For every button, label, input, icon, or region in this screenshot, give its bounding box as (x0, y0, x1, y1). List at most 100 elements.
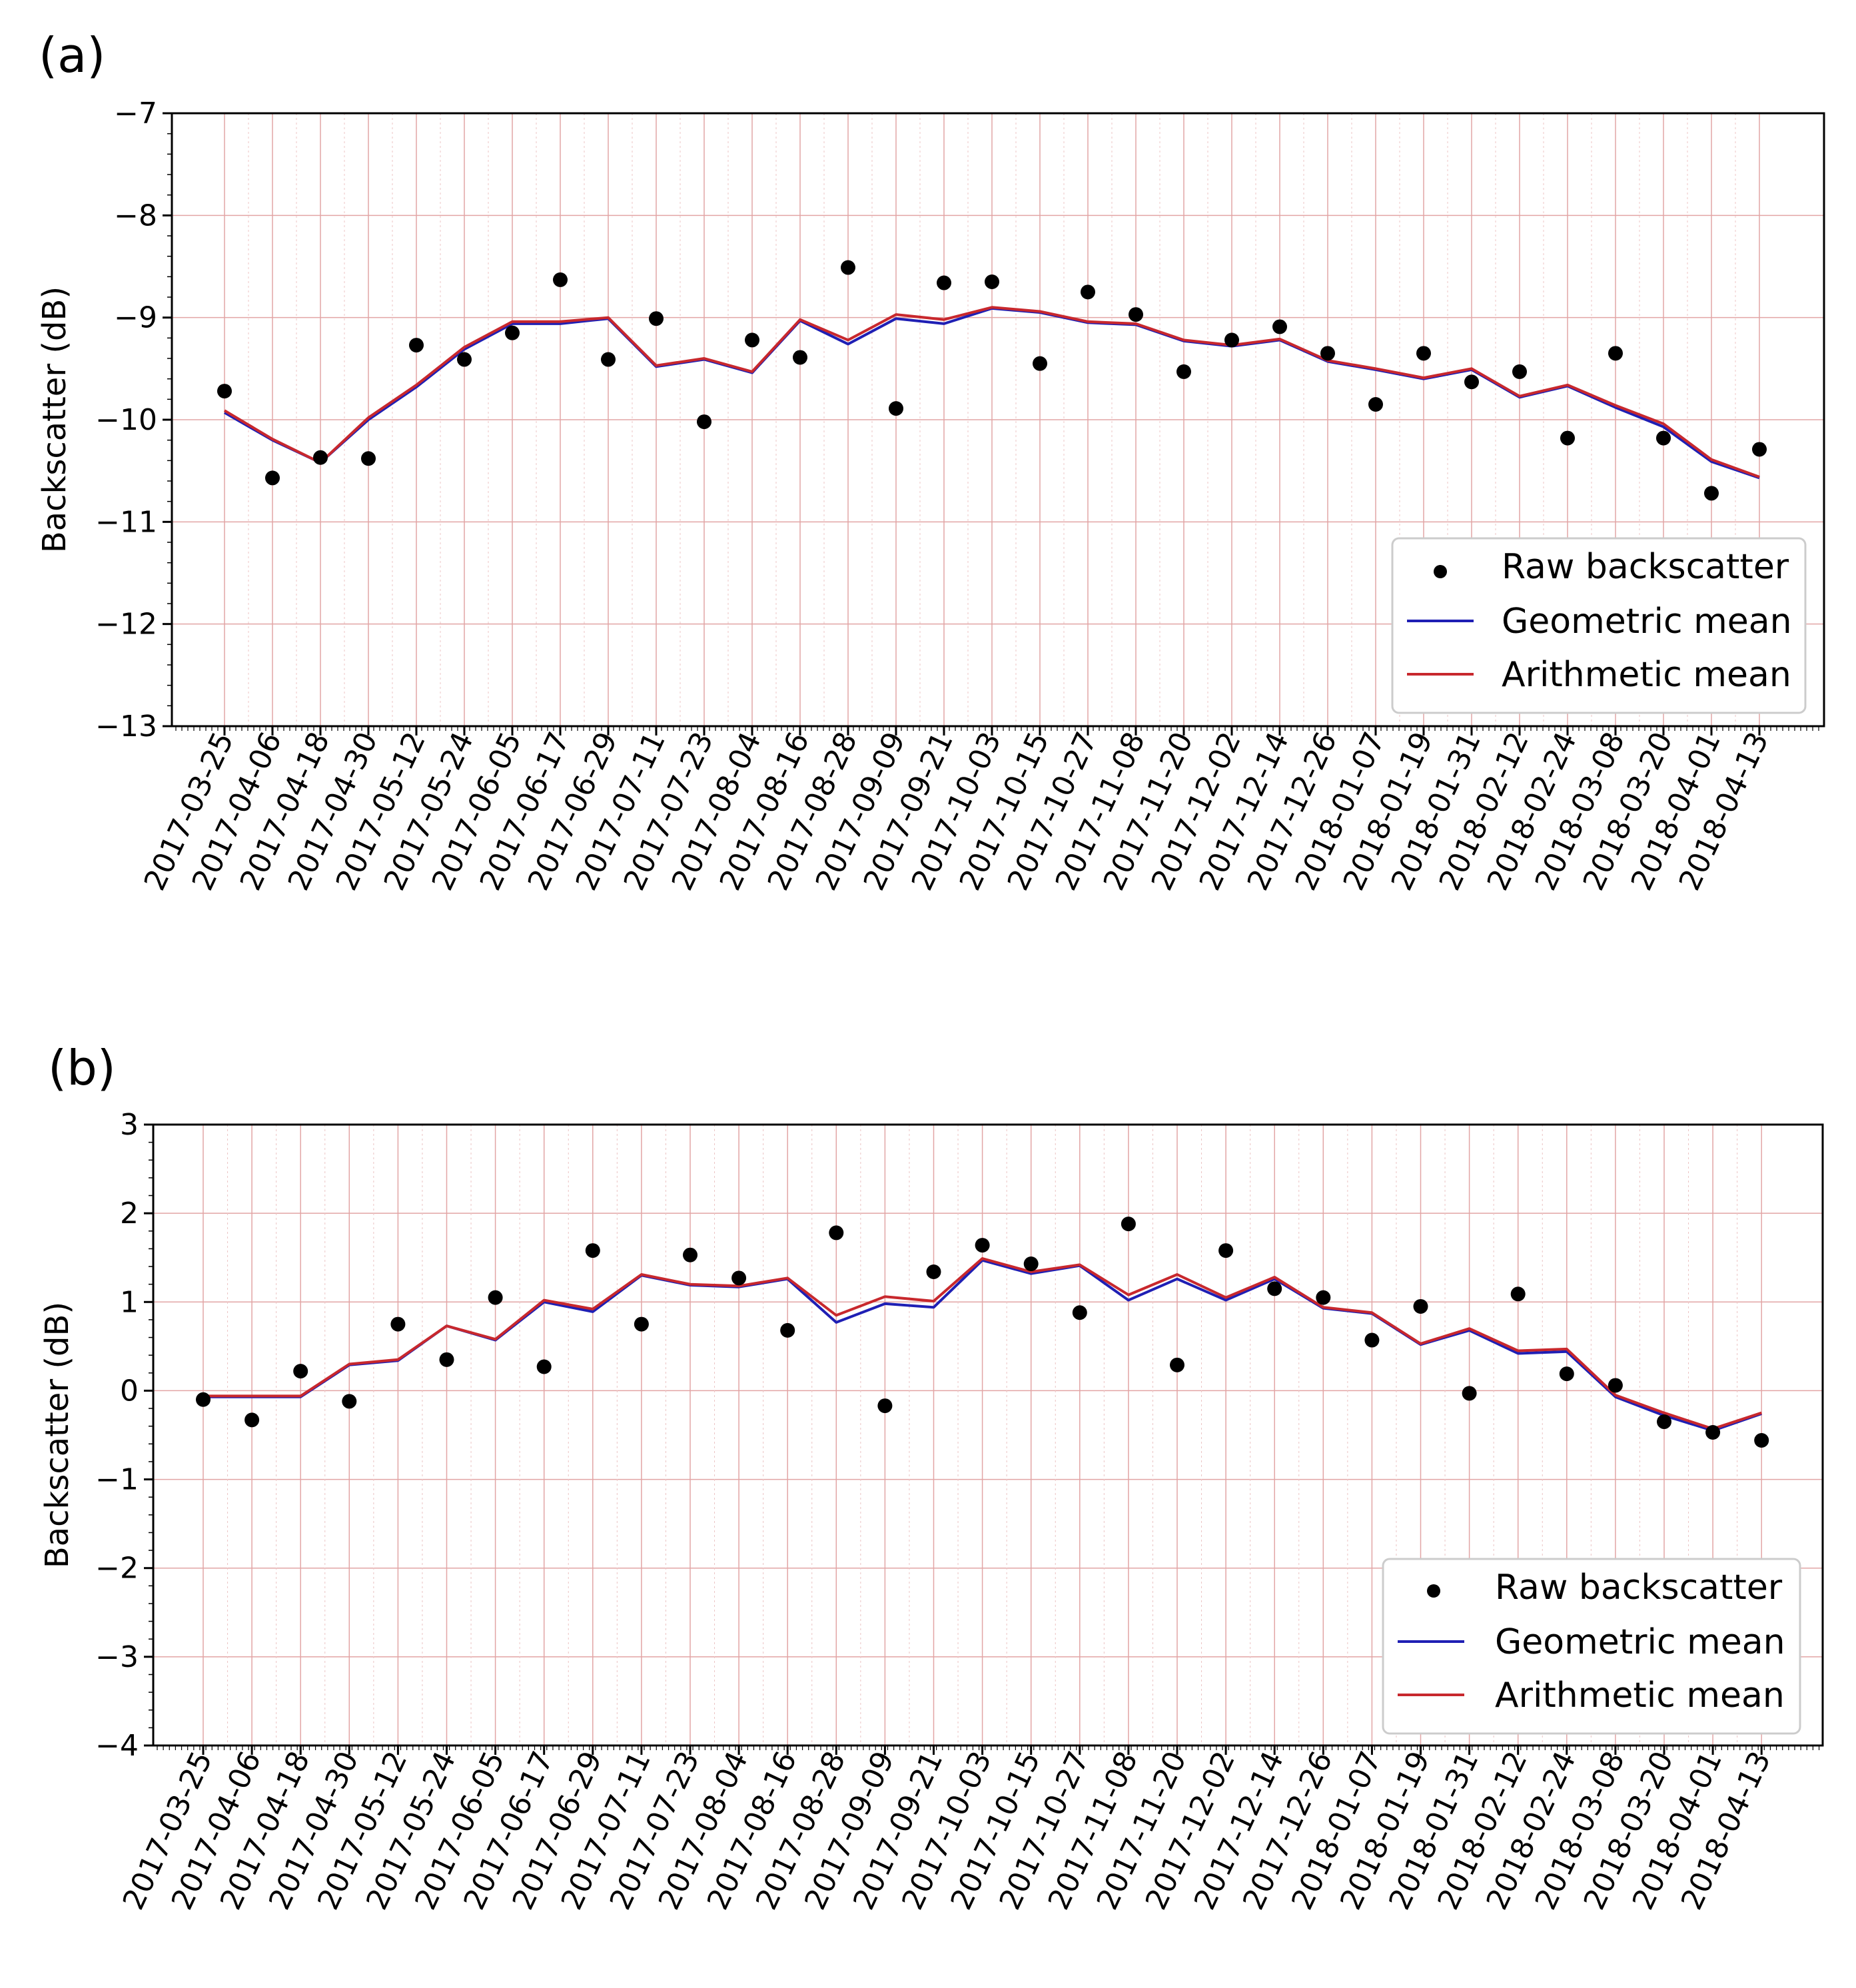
raw-backscatter-point (342, 1394, 357, 1409)
panel-label-a: (a) (39, 27, 105, 83)
raw-backscatter-point (1218, 1243, 1234, 1258)
raw-backscatter-point (1560, 430, 1575, 446)
raw-backscatter-point (293, 1364, 308, 1379)
raw-backscatter-point (1657, 1414, 1671, 1430)
legend-marker-raw-b (1427, 1584, 1440, 1598)
raw-backscatter-point (1559, 1366, 1574, 1382)
y-tick-label: −9 (114, 301, 157, 335)
y-tick-label: −2 (95, 1552, 139, 1586)
y-tick-label: 1 (120, 1285, 139, 1319)
raw-backscatter-point (937, 275, 951, 290)
raw-backscatter-point (505, 325, 520, 340)
raw-backscatter-point (601, 352, 616, 367)
raw-backscatter-point (926, 1264, 941, 1280)
raw-backscatter-point (553, 272, 568, 287)
legend-label-geometric-a: Geometric mean (1502, 602, 1792, 642)
legend-box-a (1391, 537, 1807, 714)
y-tick-label: 2 (120, 1197, 139, 1231)
raw-backscatter-point (634, 1316, 649, 1332)
panel-label-b: (b) (48, 1040, 116, 1096)
legend-label-raw-a: Raw backscatter (1502, 547, 1789, 587)
raw-backscatter-point (1413, 1298, 1428, 1314)
raw-backscatter-point (1033, 356, 1047, 371)
raw-backscatter-point (1368, 397, 1383, 412)
raw-backscatter-point (1364, 1332, 1380, 1348)
raw-backscatter-point (1129, 307, 1143, 322)
legend-label-arithmetic-b: Arithmetic mean (1495, 1676, 1785, 1716)
raw-backscatter-point (488, 1290, 503, 1305)
raw-backscatter-point (1072, 1305, 1087, 1320)
raw-backscatter-point (1224, 332, 1239, 348)
plot-frame-b (152, 1123, 1824, 1747)
raw-backscatter-point (877, 1398, 893, 1414)
y-tick-label: 3 (120, 1108, 139, 1142)
raw-backscatter-point (409, 338, 424, 353)
series-layer-b (196, 1217, 1769, 1448)
raw-backscatter-point (217, 384, 232, 399)
raw-backscatter-point (1754, 1432, 1769, 1448)
raw-backscatter-point (457, 352, 472, 367)
raw-backscatter-point (985, 274, 999, 289)
legend-label-raw-b: Raw backscatter (1495, 1568, 1783, 1608)
raw-backscatter-point (536, 1359, 552, 1374)
series-line-arithmetic-mean (203, 1257, 1762, 1430)
raw-backscatter-point (793, 350, 807, 365)
raw-backscatter-point (1176, 364, 1191, 379)
raw-backscatter-point (975, 1238, 990, 1253)
y-tick-label: −7 (114, 97, 157, 131)
y-tick-label: −11 (95, 505, 157, 539)
y-axis-a: −7 −8 −9 −10 −11 −12 −13 (95, 97, 172, 744)
legend-label-geometric-b: Geometric mean (1495, 1622, 1785, 1662)
raw-backscatter-point (265, 470, 280, 486)
raw-backscatter-point (1512, 364, 1527, 379)
legend-b: Raw backscatter Geometric mean Arithmeti… (1382, 1558, 1801, 1735)
raw-backscatter-point (1416, 346, 1431, 361)
raw-backscatter-point (1752, 442, 1767, 457)
raw-backscatter-point (1608, 1378, 1623, 1393)
raw-backscatter-point (196, 1392, 211, 1407)
raw-backscatter-point (829, 1225, 844, 1241)
legend-box-b (1382, 1558, 1801, 1735)
legend-label-arithmetic-a: Arithmetic mean (1502, 655, 1791, 695)
raw-backscatter-point (1081, 284, 1095, 300)
raw-backscatter-point (1464, 374, 1479, 390)
raw-backscatter-point (244, 1412, 260, 1428)
raw-backscatter-point (1267, 1281, 1282, 1296)
raw-backscatter-point (1705, 1425, 1721, 1440)
raw-backscatter-point (1704, 486, 1719, 501)
raw-backscatter-point (1510, 1286, 1526, 1302)
raw-backscatter-point (1656, 430, 1671, 446)
y-tick-label: −4 (95, 1729, 139, 1763)
legend-marker-raw-a (1434, 565, 1447, 578)
y-axis-b: 3 2 1 0 −1 −2 −3 −4 (95, 1108, 153, 1763)
raw-backscatter-point (731, 1270, 747, 1286)
raw-backscatter-point (585, 1243, 600, 1258)
raw-backscatter-point (1023, 1256, 1039, 1272)
raw-backscatter-point (1316, 1290, 1331, 1305)
raw-backscatter-point (1320, 346, 1335, 361)
raw-backscatter-point (683, 1247, 697, 1262)
y-axis-title-b: Backscatter (dB) (39, 1302, 76, 1568)
y-tick-label: 0 (120, 1374, 139, 1408)
raw-backscatter-point (889, 401, 903, 416)
raw-backscatter-point (697, 414, 711, 430)
y-tick-label: −12 (95, 608, 157, 642)
raw-backscatter-point (1462, 1386, 1477, 1401)
y-axis-title-a: Backscatter (dB) (36, 286, 73, 553)
raw-backscatter-point (745, 332, 759, 348)
series-line-arithmetic-mean (223, 306, 1760, 478)
y-tick-label: −1 (95, 1463, 139, 1497)
raw-backscatter-point (1170, 1357, 1184, 1372)
raw-backscatter-point (390, 1316, 406, 1332)
series-layer-a (217, 260, 1767, 501)
grid-b (153, 1124, 1823, 1746)
y-tick-label: −10 (95, 403, 157, 437)
raw-backscatter-point (1608, 346, 1623, 361)
y-tick-label: −3 (95, 1640, 139, 1674)
raw-backscatter-point (780, 1322, 795, 1338)
raw-backscatter-point (361, 451, 376, 466)
legend-a: Raw backscatter Geometric mean Arithmeti… (1391, 537, 1807, 714)
raw-backscatter-point (439, 1352, 454, 1367)
raw-backscatter-point (1272, 319, 1287, 334)
